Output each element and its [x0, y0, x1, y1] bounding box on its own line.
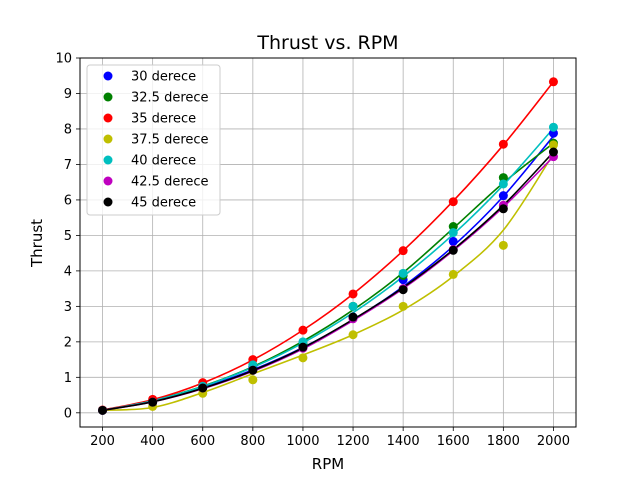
legend-marker-45-derece — [103, 197, 113, 207]
fit-line-45-derece — [102, 151, 555, 412]
y-tick-label: 5 — [64, 229, 72, 244]
data-point-45-derece — [298, 342, 308, 352]
data-point-37-5-derece — [298, 353, 308, 363]
legend-label-32-5-derece: 32.5 derece — [131, 91, 209, 106]
legend-marker-30-derece — [103, 71, 113, 81]
fit-line-37-5-derece — [102, 153, 555, 412]
x-tick-label: 800 — [240, 434, 265, 449]
data-point-45-derece — [98, 405, 108, 415]
fit-line-35-derece — [102, 81, 555, 411]
legend-label-45-derece: 45 derece — [131, 196, 196, 211]
legend-label-30-derece: 30 derece — [131, 70, 196, 85]
x-tick-label: 1400 — [387, 434, 420, 449]
data-point-30-derece — [498, 191, 508, 201]
x-tick-label: 200 — [90, 434, 115, 449]
data-point-40-derece — [498, 179, 508, 189]
data-point-37-5-derece — [348, 330, 358, 340]
data-point-40-derece — [548, 122, 558, 132]
data-point-32-5-derece — [498, 173, 508, 183]
data-point-45-derece — [498, 204, 508, 214]
data-point-45-derece — [248, 365, 258, 375]
data-point-35-derece — [448, 197, 458, 207]
legend-marker-32-5-derece — [103, 92, 113, 102]
data-point-45-derece — [398, 285, 408, 295]
y-axis-label: Thrust — [28, 219, 46, 268]
x-tick-label: 1800 — [487, 434, 520, 449]
legend-label-37-5-derece: 37.5 derece — [131, 133, 209, 148]
y-tick-label: 2 — [64, 335, 72, 350]
data-point-35-derece — [298, 325, 308, 335]
chart-title: Thrust vs. RPM — [256, 32, 398, 54]
y-tick-label: 8 — [64, 122, 72, 137]
data-point-37-5-derece — [498, 240, 508, 250]
y-tick-label: 0 — [64, 406, 72, 421]
y-tick-label: 7 — [64, 158, 72, 173]
data-point-37-5-derece — [548, 140, 558, 150]
data-point-30-derece — [448, 236, 458, 246]
y-tick-label: 3 — [64, 300, 72, 315]
data-point-37-5-derece — [248, 375, 258, 385]
fit-line-40-derece — [102, 127, 555, 412]
legend-label-35-derece: 35 derece — [131, 112, 196, 127]
x-tick-label: 400 — [140, 434, 165, 449]
legend-marker-37-5-derece — [103, 134, 113, 144]
data-point-45-derece — [348, 312, 358, 322]
y-tick-label: 1 — [64, 371, 72, 386]
legend: 30 derece 32.5 derece 35 derece 37.5 derece… — [86, 64, 221, 216]
legend-label-42-5-derece: 42.5 derece — [131, 175, 209, 190]
data-point-45-derece — [198, 383, 208, 393]
x-tick-label: 1600 — [437, 434, 470, 449]
plot-frame — [79, 57, 577, 428]
legend-marker-35-derece — [103, 113, 113, 123]
legend-label-40-derece: 40 derece — [131, 154, 196, 169]
legend-marker-42-5-derece — [103, 176, 113, 186]
y-tick-label: 6 — [64, 193, 72, 208]
x-tick-label: 1000 — [286, 434, 319, 449]
data-point-37-5-derece — [448, 269, 458, 279]
data-point-35-derece — [548, 77, 558, 87]
data-point-37-5-derece — [398, 301, 408, 311]
y-tick-label: 10 — [55, 52, 72, 67]
data-point-45-derece — [448, 245, 458, 255]
data-point-40-derece — [348, 301, 358, 311]
data-point-40-derece — [398, 268, 408, 278]
data-point-45-derece — [548, 147, 558, 157]
legend-box — [86, 64, 221, 216]
data-point-35-derece — [498, 139, 508, 149]
y-tick-label: 4 — [64, 264, 72, 279]
data-point-40-derece — [448, 228, 458, 238]
x-tick-label: 1200 — [337, 434, 370, 449]
data-point-45-derece — [148, 397, 158, 407]
x-tick-label: 2000 — [537, 434, 570, 449]
legend-marker-40-derece — [103, 155, 113, 165]
x-tick-label: 600 — [190, 434, 215, 449]
y-tick-label: 9 — [64, 87, 72, 102]
data-point-35-derece — [398, 246, 408, 256]
x-axis-label: RPM — [312, 455, 344, 473]
data-point-35-derece — [348, 289, 358, 299]
